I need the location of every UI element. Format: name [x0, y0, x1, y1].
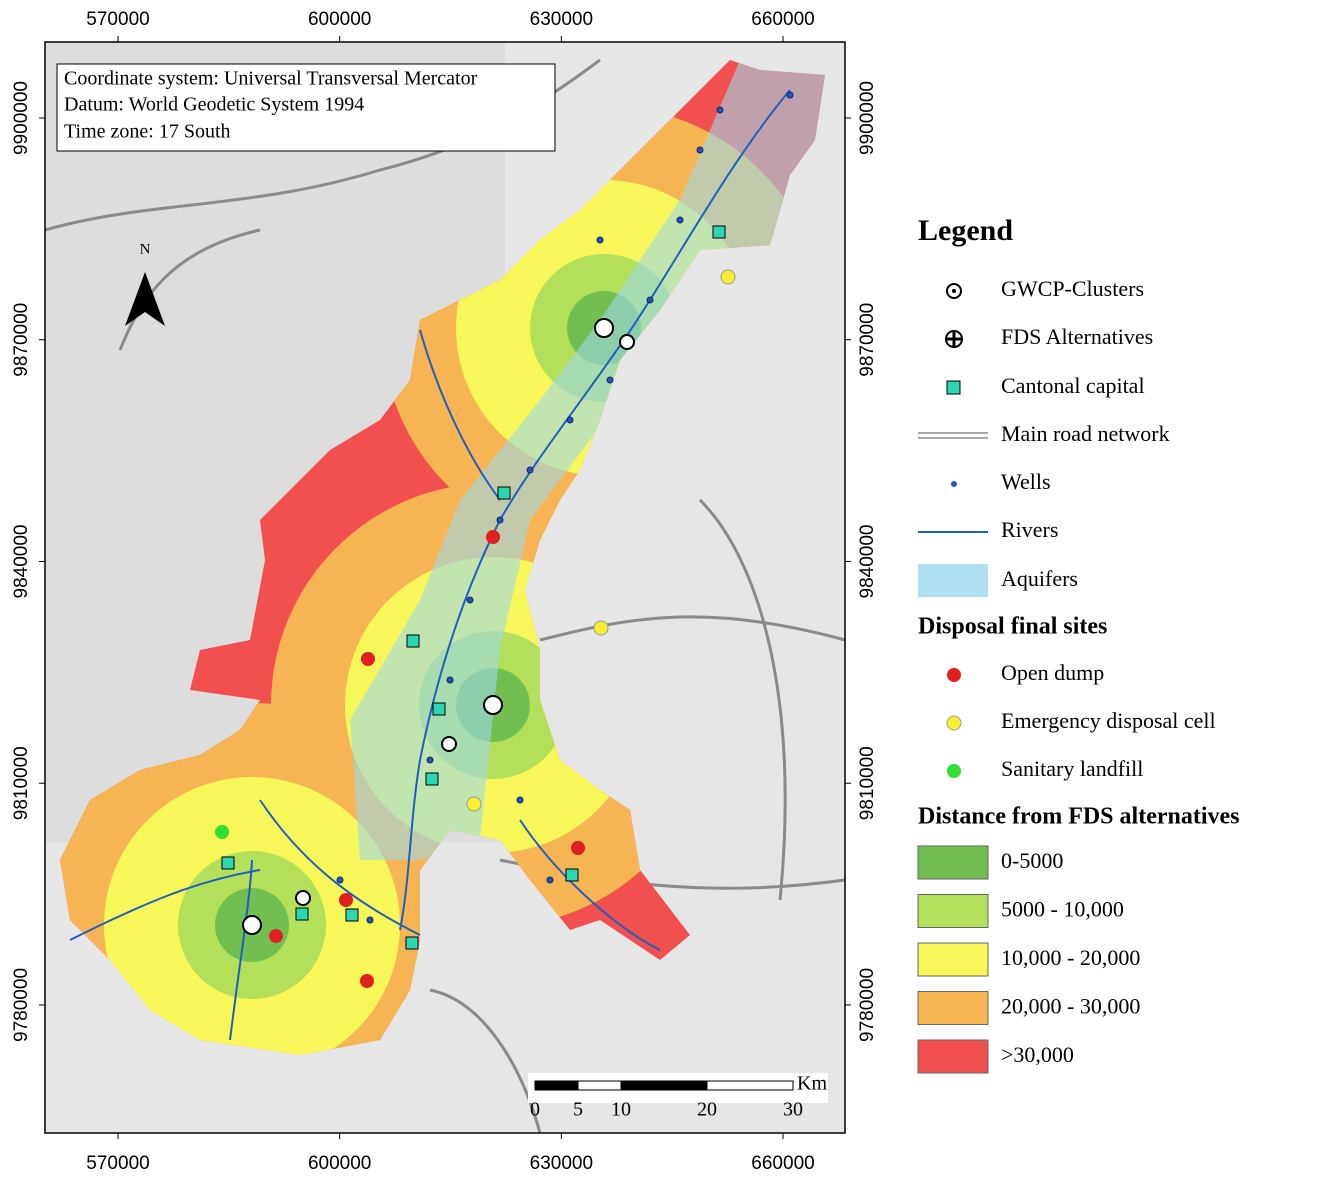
legend-symbol [946, 715, 962, 731]
legend-subtitle: Disposal final sites [918, 614, 1107, 640]
scale-bar: 0 5 10 20 30 Km [528, 1073, 828, 1121]
wells [336, 91, 794, 924]
legend-label: GWCP-Clusters [1001, 276, 1144, 301]
legend-label: 20,000 - 30,000 [1001, 994, 1140, 1019]
legend-label: >30,000 [1001, 1042, 1074, 1067]
x-tick-label: 600000 [308, 9, 371, 30]
legend-swatch [917, 1039, 989, 1074]
legend-label: 10,000 - 20,000 [1001, 945, 1140, 970]
legend-symbol [918, 432, 988, 439]
legend-label: Sanitary landfill [1001, 756, 1143, 781]
info-line: Coordinate system: Universal Transversal… [64, 68, 478, 90]
y-tick-label: 9840000 [857, 524, 878, 598]
y-tick-label: 9810000 [11, 746, 32, 820]
site-markers [215, 225, 736, 988]
legend-label: Open dump [1001, 660, 1104, 685]
legend-swatch [917, 845, 989, 880]
legend-symbol [946, 331, 962, 347]
y-tick-label: 9870000 [857, 303, 878, 377]
legend-label: Aquifers [1001, 566, 1078, 591]
y-tick-label: 9810000 [857, 746, 878, 820]
info-box [56, 63, 556, 152]
legend-title: Legend [918, 214, 1013, 247]
north-arrow [125, 272, 165, 326]
legend-label: FDS Alternatives [1001, 324, 1153, 349]
scale-label: 30 [783, 1099, 803, 1121]
x-tick-label: 570000 [86, 1153, 149, 1174]
scale-label: 10 [611, 1099, 631, 1121]
y-tick-label: 9870000 [11, 303, 32, 377]
legend-label: Rivers [1001, 517, 1058, 542]
scale-label: 5 [573, 1099, 583, 1121]
legend-symbol [951, 481, 957, 487]
y-tick-label: 9780000 [857, 968, 878, 1042]
legend: Legend GWCP-Clusters FDS Alternatives Ca… [918, 214, 1240, 830]
scale-segment [620, 1080, 708, 1091]
legend-label: 5000 - 10,000 [1001, 897, 1124, 922]
map-body [45, 42, 845, 1133]
info-line: Time zone: 17 South [64, 121, 231, 143]
roads [45, 58, 845, 1133]
legend-symbol [947, 668, 961, 682]
x-tick-label: 630000 [530, 9, 593, 30]
legend-symbol [947, 764, 961, 778]
x-tick-label: 660000 [751, 9, 814, 30]
scale-segment [577, 1080, 622, 1091]
legend-swatch [917, 894, 989, 928]
legend-label: Main road network [1001, 421, 1170, 446]
legend-label: Emergency disposal cell [1001, 708, 1216, 733]
map-frame [44, 41, 846, 1134]
scale-segment [534, 1080, 579, 1091]
y-tick-label: 9840000 [11, 524, 32, 598]
x-tick-label: 600000 [308, 1153, 371, 1174]
scale-label: 0 [530, 1099, 540, 1121]
x-tick-label: 660000 [751, 1153, 814, 1174]
y-tick-label: 9900000 [857, 81, 878, 155]
legend-symbol [946, 380, 961, 395]
legend-swatch [917, 942, 989, 977]
y-tick-label: 9900000 [11, 81, 32, 155]
legend-label: 0-5000 [1001, 848, 1063, 873]
scale-label: 20 [697, 1099, 717, 1121]
x-tick-label: 630000 [530, 1153, 593, 1174]
legend-symbol [952, 289, 956, 293]
y-tick-label: 9780000 [11, 968, 32, 1042]
legend-label: Cantonal capital [1001, 373, 1145, 398]
scale-unit: Km [797, 1073, 827, 1095]
scale-segment [706, 1080, 794, 1091]
legend-swatch [917, 991, 989, 1025]
legend-subtitle: Distance from FDS alternatives [918, 804, 1240, 830]
info-line: Datum: World Geodetic System 1994 [64, 94, 364, 116]
legend-symbol [918, 564, 988, 597]
rivers [69, 89, 791, 1041]
legend-label: Wells [1001, 469, 1051, 494]
north-label: N [140, 241, 151, 257]
x-tick-label: 570000 [86, 9, 149, 30]
